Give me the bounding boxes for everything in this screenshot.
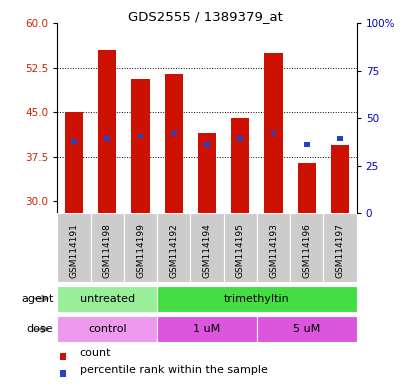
Bar — [330, 145, 348, 213]
Bar — [198, 133, 216, 213]
Bar — [231, 118, 249, 213]
Text: agent: agent — [21, 293, 53, 304]
Text: GSM114194: GSM114194 — [202, 223, 211, 278]
Bar — [57, 286, 157, 311]
Bar — [264, 53, 282, 213]
Text: 1 uM: 1 uM — [193, 324, 220, 334]
Text: GDS2555 / 1389379_at: GDS2555 / 1389379_at — [127, 10, 282, 23]
Text: GSM114192: GSM114192 — [169, 223, 178, 278]
Text: control: control — [88, 324, 126, 334]
Text: untreated: untreated — [79, 293, 135, 304]
Bar — [137, 134, 143, 138]
Bar — [171, 131, 176, 135]
Text: GSM114197: GSM114197 — [335, 223, 344, 278]
Bar — [157, 316, 256, 342]
Bar — [256, 213, 290, 282]
Text: GSM114193: GSM114193 — [268, 223, 277, 278]
Text: trimethyltin: trimethyltin — [223, 293, 289, 304]
Bar — [290, 213, 323, 282]
Bar — [270, 131, 276, 135]
Bar — [90, 213, 124, 282]
Bar — [256, 316, 356, 342]
Bar — [57, 316, 157, 342]
Bar — [303, 142, 309, 147]
Bar — [297, 163, 315, 213]
Text: GSM114199: GSM114199 — [136, 223, 145, 278]
Text: GSM114198: GSM114198 — [103, 223, 112, 278]
Text: 5 uM: 5 uM — [292, 324, 320, 334]
Bar — [237, 136, 243, 141]
Bar — [71, 139, 77, 144]
Bar — [336, 136, 342, 141]
Text: GSM114195: GSM114195 — [235, 223, 244, 278]
Bar — [157, 213, 190, 282]
Bar — [190, 213, 223, 282]
Bar — [223, 213, 256, 282]
Text: count: count — [80, 348, 111, 358]
Bar — [60, 370, 65, 377]
Text: percentile rank within the sample: percentile rank within the sample — [80, 365, 267, 375]
Bar — [60, 353, 65, 360]
Text: dose: dose — [27, 324, 53, 334]
Bar — [157, 286, 356, 311]
Text: GSM114196: GSM114196 — [301, 223, 310, 278]
Bar — [98, 50, 116, 213]
Text: GSM114191: GSM114191 — [70, 223, 79, 278]
Bar — [164, 73, 182, 213]
Bar — [57, 213, 90, 282]
Bar — [65, 112, 83, 213]
Bar — [124, 213, 157, 282]
Bar — [104, 136, 110, 141]
Bar — [131, 79, 149, 213]
Bar — [204, 142, 209, 147]
Bar — [323, 213, 356, 282]
